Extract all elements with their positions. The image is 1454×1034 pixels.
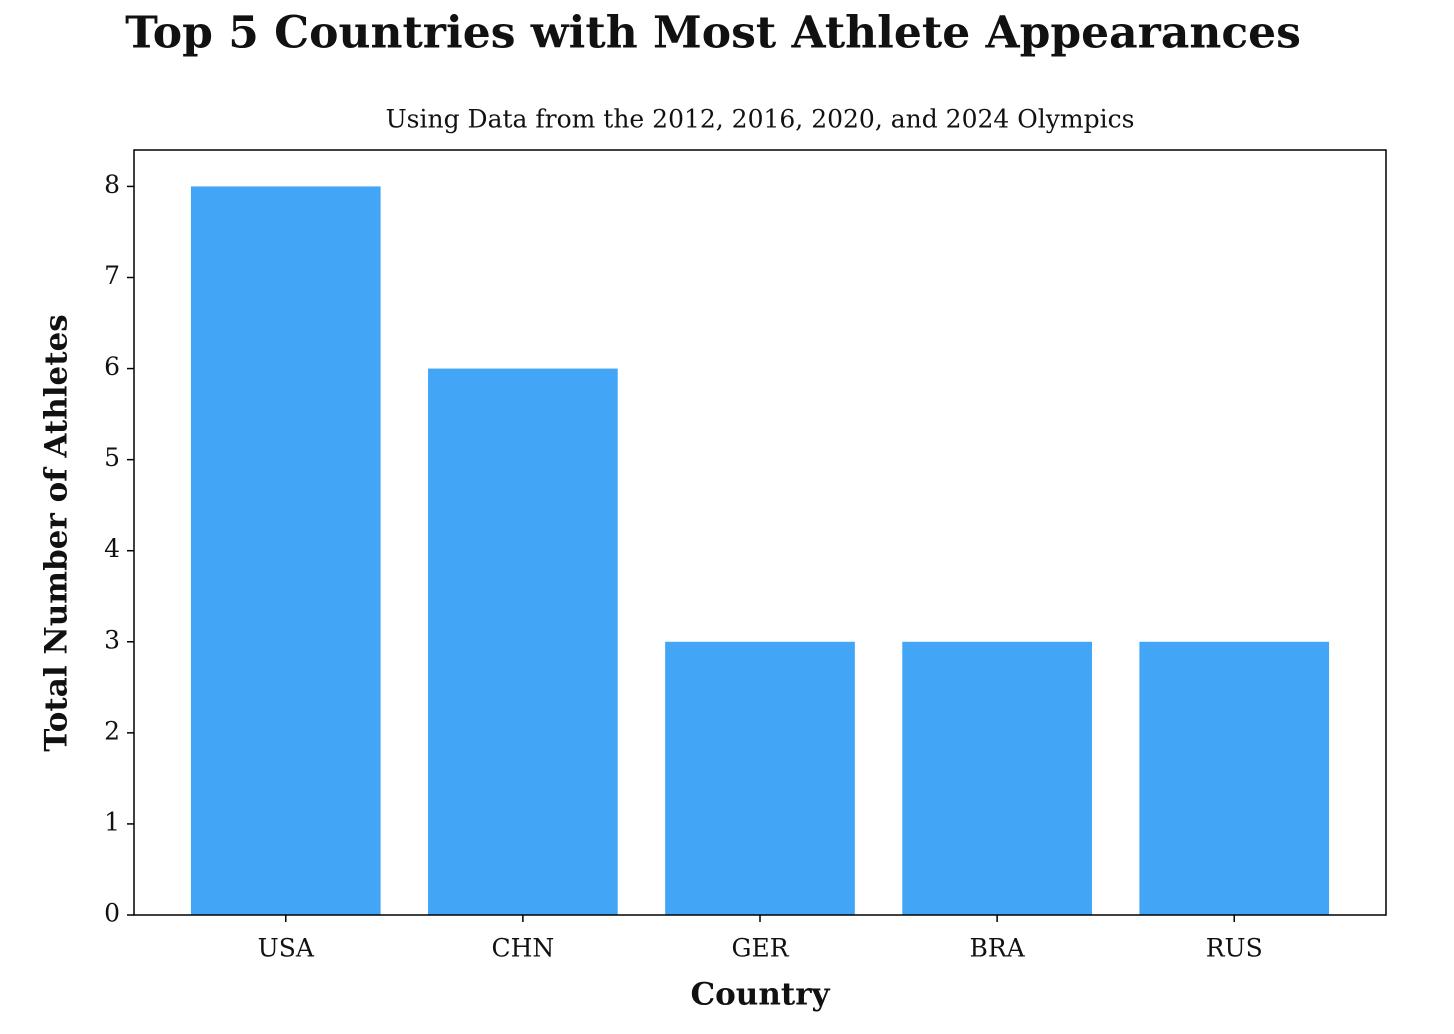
x-tick-label: CHN — [491, 934, 554, 963]
x-tick-label: RUS — [1206, 934, 1263, 963]
chart-title: Top 5 Countries with Most Athlete Appear… — [125, 8, 1301, 59]
bar — [665, 641, 855, 915]
y-tick-label: 0 — [104, 899, 120, 928]
chart-subtitle: Using Data from the 2012, 2016, 2020, an… — [386, 105, 1135, 134]
bar — [902, 641, 1092, 915]
y-tick-label: 1 — [104, 807, 120, 836]
plot-frame — [133, 149, 1387, 916]
y-axis-label: Total Number of Athletes — [39, 314, 75, 752]
y-tick-label: 4 — [104, 534, 120, 563]
y-tick-label: 8 — [104, 170, 120, 199]
bar — [1139, 641, 1330, 915]
bar — [428, 368, 618, 916]
y-tick-label: 3 — [104, 625, 120, 654]
y-tick-label: 2 — [104, 716, 120, 745]
x-tick-label: USA — [258, 934, 315, 963]
y-tick-label: 5 — [104, 443, 120, 472]
x-axis-label: Country — [690, 977, 830, 1013]
y-tick-label: 7 — [104, 261, 120, 290]
x-tick-label: GER — [731, 934, 789, 963]
y-tick-label: 6 — [104, 352, 120, 381]
x-tick-label: BRA — [969, 934, 1025, 963]
bar — [190, 186, 381, 915]
